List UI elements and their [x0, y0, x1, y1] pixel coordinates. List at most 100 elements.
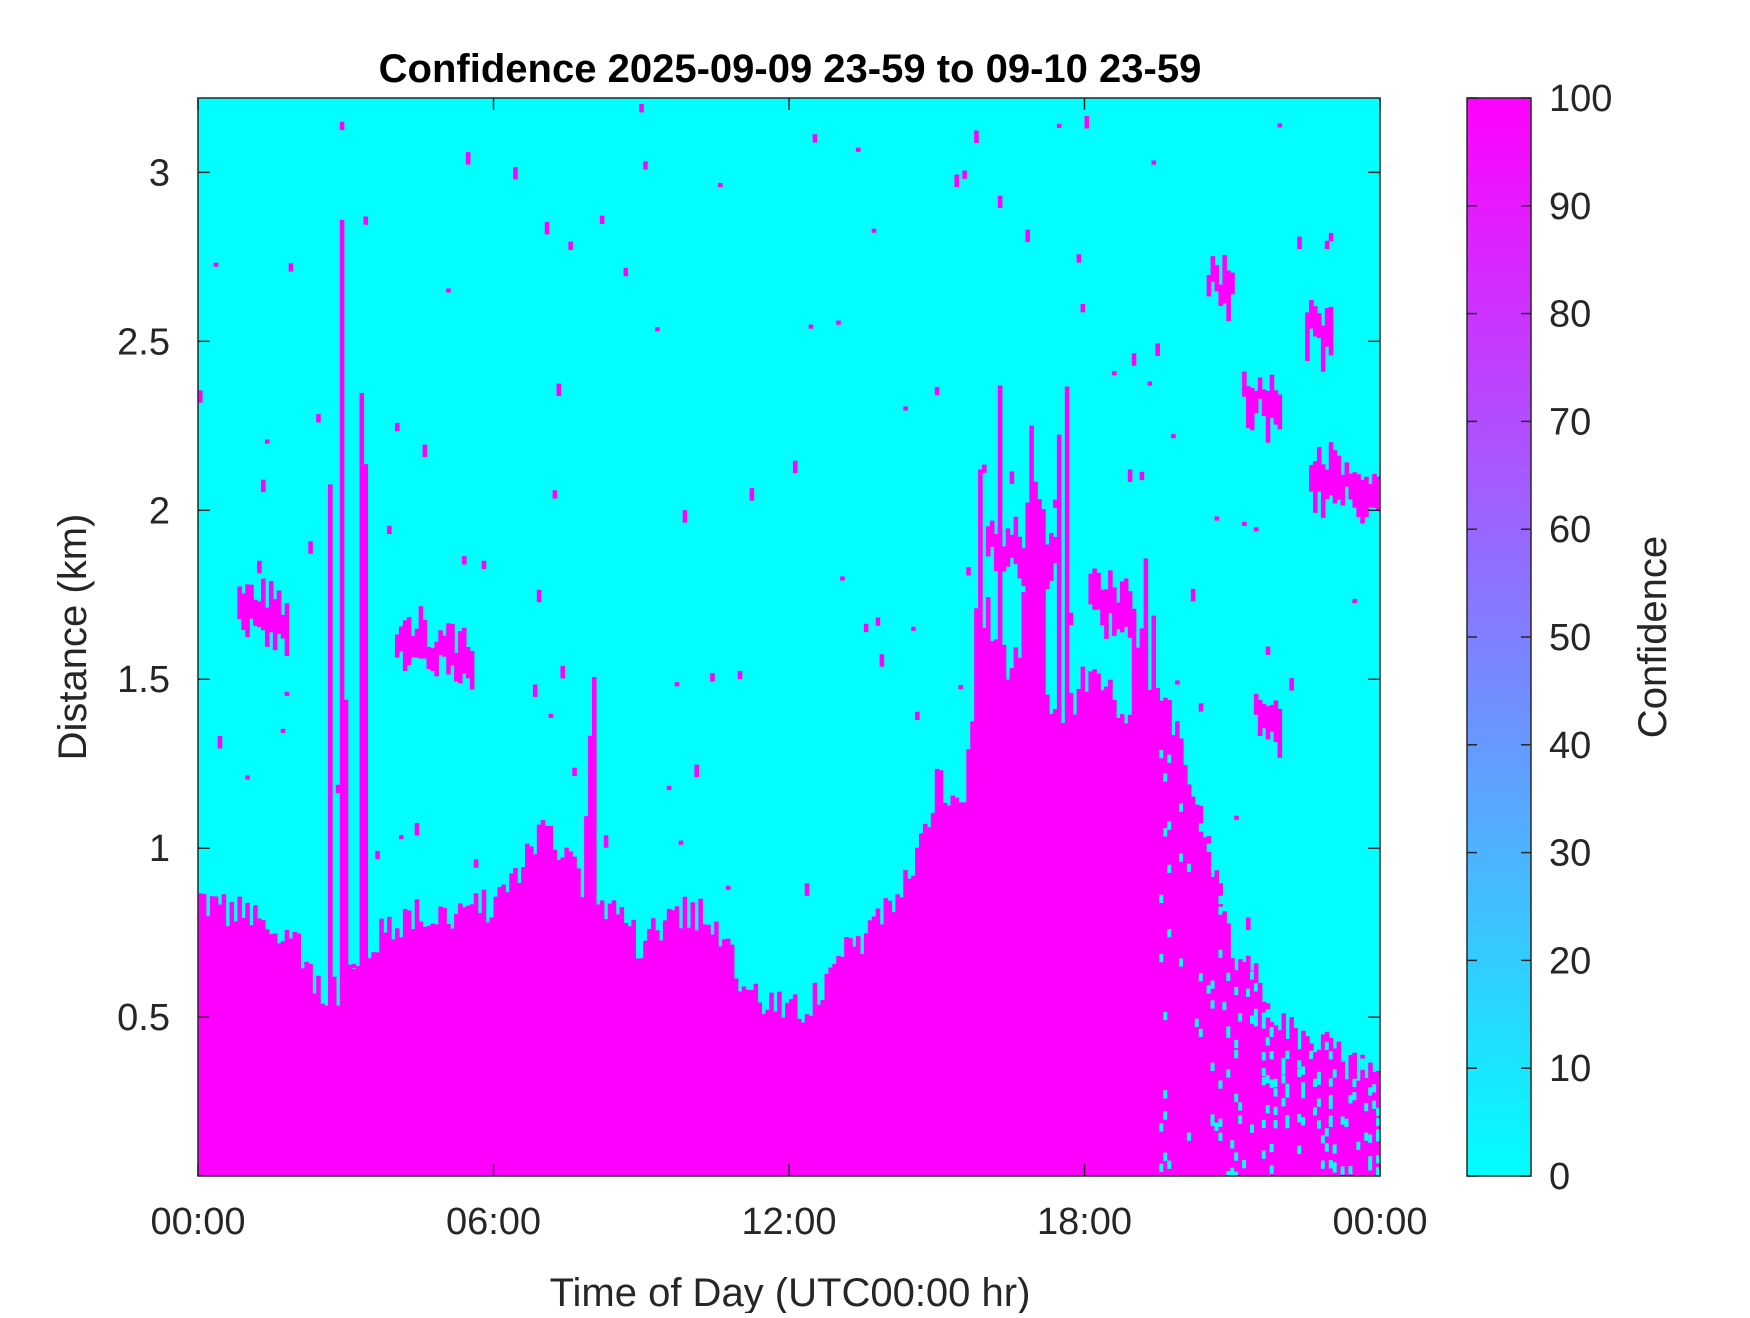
heatmap-cell: [280, 614, 286, 639]
heatmap-cell: [879, 654, 885, 667]
heatmap-cell: [245, 902, 250, 1176]
heatmap-cell: [777, 991, 782, 1176]
heatmap-cell: [552, 490, 558, 499]
heatmap-cell: [796, 1018, 802, 1176]
heatmap-cell: [745, 989, 751, 1176]
heatmap-cell: [1332, 450, 1338, 504]
heatmap-cell: [631, 919, 636, 1176]
heatmap-cell: [1364, 1078, 1369, 1176]
heatmap-cell: [891, 912, 896, 1176]
y-tick-label: 2: [149, 490, 170, 532]
heatmap-cell: [1234, 1050, 1239, 1059]
heatmap-cell: [217, 736, 223, 749]
heatmap-cell: [1368, 1134, 1373, 1143]
heatmap-cell: [1194, 1018, 1200, 1028]
heatmap-cell: [363, 464, 369, 1176]
heatmap-cell: [1072, 714, 1078, 1176]
heatmap-cell: [272, 933, 278, 1176]
heatmap-cell: [1025, 229, 1030, 243]
heatmap-cell: [1376, 1117, 1380, 1127]
heatmap-cell: [1301, 1030, 1306, 1176]
heatmap-cell: [1297, 1068, 1302, 1078]
heatmap-cell: [473, 859, 479, 868]
heatmap-cell: [1352, 1091, 1357, 1101]
heatmap-cell: [595, 904, 601, 1176]
heatmap-cell: [1218, 1132, 1223, 1141]
heatmap-cell: [458, 903, 463, 1176]
heatmap-cell: [1009, 471, 1015, 484]
heatmap-cell: [824, 973, 829, 1176]
heatmap-cell: [481, 889, 487, 1176]
heatmap-cell: [588, 735, 593, 1176]
heatmap-cell: [398, 626, 404, 652]
heatmap-cell: [477, 913, 483, 1176]
heatmap-cell: [1214, 265, 1220, 292]
heatmap-cell: [1234, 815, 1239, 820]
heatmap-cell: [1222, 1001, 1227, 1011]
heatmap-cell: [1285, 1039, 1290, 1176]
heatmap-cell: [1253, 983, 1259, 992]
heatmap-cell: [1029, 548, 1034, 590]
heatmap-cell: [859, 954, 865, 1176]
heatmap-cell: [505, 892, 510, 1176]
heatmap-cell: [1376, 1155, 1380, 1164]
heatmap-cell: [1037, 499, 1042, 1176]
heatmap-cell: [1116, 717, 1121, 1176]
heatmap-cell: [1246, 955, 1251, 1176]
heatmap-cell: [1277, 1030, 1283, 1176]
heatmap-cell: [1163, 1011, 1168, 1021]
heatmap-cell: [1336, 1041, 1342, 1176]
heatmap-cell: [233, 921, 238, 1176]
heatmap-cell: [1222, 911, 1227, 1176]
heatmap-cell: [1060, 723, 1066, 1176]
heatmap-cell: [276, 943, 282, 1176]
heatmap-cell: [1285, 1083, 1290, 1093]
heatmap-cell: [383, 932, 388, 1176]
heatmap-cell: [966, 749, 971, 1176]
heatmap-cell: [371, 952, 376, 1176]
heatmap-cell: [989, 520, 995, 547]
heatmap-cell: [1324, 1128, 1330, 1137]
heatmap-cell: [1104, 686, 1109, 1176]
heatmap-cell: [268, 581, 274, 633]
heatmap-cell: [615, 914, 621, 1176]
heatmap-cell: [639, 958, 644, 1176]
heatmap-cell: [406, 910, 412, 1176]
heatmap-cell: [686, 927, 692, 1176]
heatmap-cell: [690, 902, 696, 1176]
heatmap-cell: [1269, 1165, 1275, 1174]
heatmap-cell: [1076, 688, 1082, 1176]
heatmap-cell: [1167, 821, 1172, 830]
heatmap-cell: [1265, 1105, 1271, 1114]
heatmap-cell: [473, 893, 479, 1176]
heatmap-cell: [733, 978, 739, 1176]
heatmap-cell: [1368, 1087, 1373, 1096]
heatmap-cell: [946, 805, 952, 1176]
heatmap-cell: [402, 908, 408, 1176]
heatmap-cell: [422, 926, 428, 1176]
heatmap-cell: [525, 843, 530, 1176]
heatmap-cell: [722, 939, 727, 1176]
heatmap-cell: [1080, 666, 1086, 1176]
heatmap-cell: [1167, 754, 1172, 763]
heatmap-cell: [603, 919, 609, 1176]
heatmap-cell: [1328, 232, 1334, 242]
heatmap-cell: [903, 870, 908, 1176]
heatmap-cell: [1289, 1017, 1294, 1176]
heatmap-cell: [1108, 679, 1113, 689]
heatmap-cell: [1159, 750, 1164, 759]
heatmap-cell: [1281, 1066, 1287, 1075]
heatmap-cell: [966, 567, 971, 576]
heatmap-cell: [674, 906, 680, 1176]
heatmap-cell: [351, 963, 357, 969]
heatmap-cell: [217, 904, 223, 1176]
heatmap-cell: [1253, 1018, 1259, 1027]
heatmap-cell: [915, 711, 920, 721]
heatmap-cell: [1210, 1062, 1216, 1071]
heatmap-cell: [1214, 870, 1220, 1176]
heatmap-cell: [1376, 1129, 1380, 1138]
heatmap-cell: [986, 597, 991, 1176]
colorbar-tick-label: 20: [1549, 940, 1591, 982]
heatmap-cell: [1328, 1078, 1334, 1087]
heatmap-cell: [1159, 1123, 1164, 1132]
